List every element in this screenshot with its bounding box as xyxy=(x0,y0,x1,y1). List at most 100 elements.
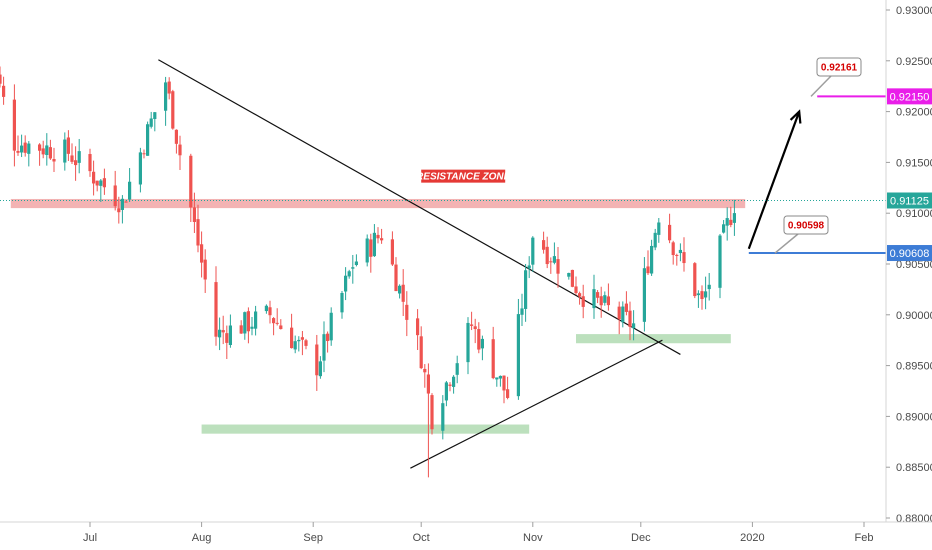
candle-body xyxy=(495,377,499,380)
uptrend-line xyxy=(410,339,663,469)
candle-body xyxy=(52,159,56,162)
callout-label: 0.90598 xyxy=(788,221,825,232)
candle-body xyxy=(542,240,546,250)
price-badge-label: 0.90608 xyxy=(890,248,930,260)
resistance-zone-label-box xyxy=(421,169,506,183)
price-badge-label: 0.91125 xyxy=(890,196,929,208)
candle-body xyxy=(430,395,434,430)
support-zone xyxy=(201,424,530,434)
candle-body xyxy=(718,235,722,288)
candle-body xyxy=(599,296,603,306)
candle-body xyxy=(549,261,553,263)
candle-body xyxy=(369,239,373,257)
candle-body xyxy=(48,147,52,159)
candle-body xyxy=(95,180,99,186)
candle-body xyxy=(290,327,294,349)
candle-body xyxy=(275,322,279,324)
candle-body xyxy=(329,312,333,341)
projection-arrow xyxy=(747,111,801,250)
candle-body xyxy=(452,376,456,387)
candle-body xyxy=(45,145,49,156)
x-tick-label: Feb xyxy=(855,532,874,544)
candle-body xyxy=(304,340,308,346)
y-tick-label: 0.92000 xyxy=(896,107,932,119)
candle-body xyxy=(70,155,74,162)
candle-body xyxy=(164,82,168,111)
callout-box xyxy=(816,57,862,77)
callout-box xyxy=(783,215,829,235)
candle-body xyxy=(621,306,625,323)
candle-body xyxy=(203,259,207,280)
candle-body xyxy=(502,375,506,391)
x-tick-label: Jul xyxy=(83,532,97,544)
candle-body xyxy=(88,154,92,172)
y-tick-label: 0.93000 xyxy=(896,5,932,17)
y-tick-label: 0.89000 xyxy=(896,411,932,423)
candle-body xyxy=(498,375,502,379)
candle-body xyxy=(272,318,276,324)
candle-body xyxy=(124,201,128,203)
x-axis[interactable]: Jul Aug Sep Oct Nov Dec 2020 Feb xyxy=(83,522,874,544)
x-tick-label: Oct xyxy=(413,532,430,544)
candle-body xyxy=(1,85,6,97)
candle-body xyxy=(214,282,218,337)
candle-body xyxy=(66,137,70,154)
candle-body xyxy=(531,237,535,265)
candle-body xyxy=(524,270,528,309)
candle-body xyxy=(696,293,700,296)
candle-body xyxy=(552,256,556,263)
candle-body xyxy=(293,341,297,350)
candle-body xyxy=(606,296,610,306)
candle-body xyxy=(617,306,621,320)
candle-body xyxy=(657,222,661,235)
candle-body xyxy=(473,326,477,330)
price-lines-layer xyxy=(0,95,886,255)
candle-body xyxy=(570,269,574,287)
candle-body xyxy=(138,152,142,185)
candle-body xyxy=(592,289,596,309)
candle-body xyxy=(63,139,67,163)
candle-body xyxy=(516,314,520,397)
candle-body xyxy=(254,311,258,329)
candle-body xyxy=(315,344,319,376)
candle-body xyxy=(545,246,549,265)
candle-body xyxy=(466,322,470,363)
candle-body xyxy=(401,284,405,302)
candle-body xyxy=(221,330,225,333)
candle-body xyxy=(624,303,628,312)
projection-arrow-head xyxy=(789,109,802,124)
candle-body xyxy=(12,99,16,151)
candle-body xyxy=(729,219,733,225)
y-tick-label: 0.91500 xyxy=(896,157,932,169)
candle-body xyxy=(527,265,531,269)
candle-body xyxy=(0,74,2,84)
candle-body xyxy=(628,310,632,327)
y-axis[interactable]: 0.93000 0.92500 0.92000 0.91500 0.91000 0.905… xyxy=(886,5,932,525)
candle-body xyxy=(653,232,657,248)
y-tick-label: 0.92500 xyxy=(896,56,932,68)
candles-layer xyxy=(0,66,736,478)
candle-body xyxy=(426,374,430,394)
candle-body xyxy=(218,329,222,338)
candle-body xyxy=(149,118,153,127)
candle-body xyxy=(556,259,560,274)
candle-body xyxy=(668,224,672,241)
candle-body xyxy=(646,266,650,274)
candle-body xyxy=(574,286,578,293)
candle-body xyxy=(318,361,322,377)
candle-body xyxy=(326,333,330,342)
price-badge xyxy=(887,88,932,105)
candle-body xyxy=(92,171,96,184)
candle-body xyxy=(693,263,697,297)
callout-label: 0.92161 xyxy=(821,63,858,74)
candle-body xyxy=(477,329,481,350)
candle-body xyxy=(178,144,182,156)
candle-body xyxy=(506,389,510,398)
y-tick-label: 0.90500 xyxy=(896,259,932,271)
candle-body xyxy=(246,311,250,332)
candle-body xyxy=(99,180,103,186)
candle-body xyxy=(128,181,132,200)
candle-body xyxy=(380,238,384,241)
price-badge-label: 0.92150 xyxy=(890,91,930,103)
price-badges: 0.92150 0.90608 0.91125 0.92161 0.90598 xyxy=(774,57,932,262)
